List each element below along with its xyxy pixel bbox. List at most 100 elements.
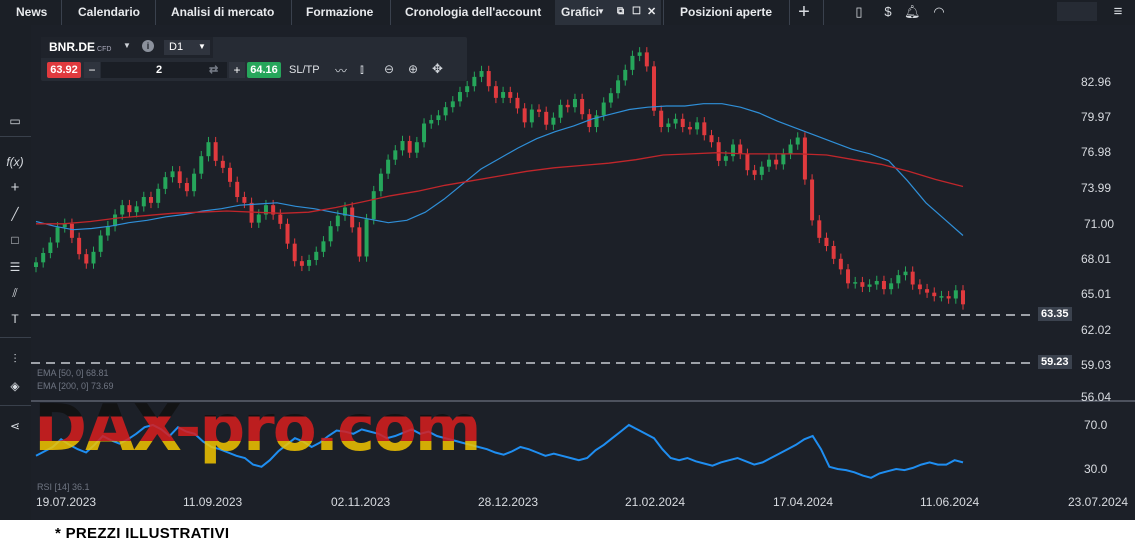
candle-body	[810, 179, 815, 221]
candle-body	[429, 120, 434, 124]
crosshair-icon[interactable]: +	[10, 179, 20, 196]
tab-divider	[390, 0, 391, 25]
candle-body	[450, 101, 455, 108]
tab-news[interactable]: News	[16, 5, 48, 19]
candle-body	[120, 205, 125, 215]
close-icon[interactable]: ✕	[647, 6, 657, 18]
tab-formazione[interactable]: Formazione	[306, 5, 374, 19]
candle-body	[788, 144, 793, 154]
timeframe-select[interactable]: D1 ▼	[164, 40, 210, 55]
symbol-name: BNR.DE	[49, 40, 96, 54]
tab-cronologia[interactable]: Cronologia dell'account	[405, 5, 542, 19]
buy-price-button[interactable]: 64.16	[247, 62, 281, 78]
zoom-in-icon[interactable]: ⊕	[408, 62, 419, 76]
rectangle-icon[interactable]: □	[11, 233, 19, 247]
trendline-icon[interactable]: ╱	[11, 207, 19, 221]
date-tick: 02.11.2023	[331, 495, 391, 509]
decrease-quantity-button[interactable]: −	[84, 62, 100, 78]
trade-panel: BNR.DE CFD ▼ i D1 ▼ 63.92 − 2 ⇄ + 64.16 SL…	[41, 37, 467, 81]
price-tick: 62.02	[1081, 323, 1112, 337]
ema50-legend[interactable]: EMA [50, 0] 68.81	[37, 368, 109, 378]
candle-body	[616, 80, 621, 94]
bell-icon[interactable]: 🔔︎	[904, 4, 921, 19]
candle-body	[220, 160, 225, 168]
candle-body	[508, 92, 513, 98]
zoom-out-icon[interactable]: ⊖	[384, 62, 395, 76]
line-chart-icon[interactable]: 〰	[335, 64, 348, 78]
info-icon[interactable]: i	[142, 40, 154, 52]
candlestick-icon[interactable]: ⫾	[360, 62, 364, 76]
candle-body	[407, 141, 412, 153]
pitchfork-icon[interactable]: ⫽	[12, 286, 18, 300]
quantity-field[interactable]: 2 ⇄	[101, 62, 227, 78]
account-box[interactable]	[1057, 2, 1097, 21]
screen-icon[interactable]: ▭	[9, 114, 21, 128]
layers-icon[interactable]: ◈	[10, 379, 20, 393]
candle-body	[263, 205, 268, 215]
candle-body	[228, 167, 233, 182]
tab-grafici[interactable]: Grafici ▼ ⧉ ☐ ✕	[555, 0, 661, 25]
candle-body	[838, 258, 843, 270]
illustrative-prices-note: * PREZZI ILLUSTRATIVI	[55, 525, 230, 542]
menu-icon[interactable]: ≡	[1113, 3, 1123, 20]
increase-quantity-button[interactable]: +	[229, 62, 245, 78]
candle-body	[127, 205, 132, 213]
popout-icon[interactable]: ⧉	[617, 6, 625, 17]
candle-body	[860, 282, 865, 287]
candle-body	[457, 92, 462, 102]
rsi-legend[interactable]: RSI [14] 36.1	[37, 482, 90, 492]
candle-body	[141, 197, 146, 207]
quantity-value: 2	[156, 64, 163, 76]
price-tick: 71.00	[1084, 217, 1115, 231]
price-tick: 73.99	[1081, 181, 1112, 195]
candle-body	[249, 202, 254, 223]
candle-body	[558, 104, 563, 118]
sltp-button[interactable]: SL/TP	[289, 64, 320, 76]
candle-body	[414, 142, 419, 153]
currency-exchange-icon[interactable]: $	[884, 4, 892, 19]
candle-body	[105, 226, 110, 236]
candle-body	[917, 284, 922, 290]
layout-panel-icon[interactable]: ▯	[855, 4, 863, 19]
ema-200-line	[36, 152, 964, 225]
tab-calendario[interactable]: Calendario	[78, 5, 141, 19]
timeframe-value: D1	[169, 41, 184, 53]
move-icon[interactable]: ✥	[432, 61, 443, 76]
tab-analisi[interactable]: Analisi di mercato	[171, 5, 275, 19]
top-navigation: News Calendario Analisi di mercato Forma…	[0, 0, 1135, 25]
fibonacci-icon[interactable]: ☰	[9, 260, 21, 274]
candle-body	[666, 123, 671, 128]
candle-body	[867, 284, 872, 287]
candle-body	[271, 205, 276, 215]
maximize-icon[interactable]: ☐	[632, 6, 641, 17]
candle-body	[831, 245, 836, 259]
candle-body	[522, 108, 527, 123]
level-label: 63.35	[1038, 307, 1072, 321]
chevron-down-icon[interactable]: ▼	[123, 41, 131, 50]
candle-body	[608, 93, 613, 103]
candle-body	[55, 227, 60, 243]
price-chart[interactable]: 82.96 79.97 76.98 73.99 71.00 68.01 65.0…	[31, 25, 1135, 520]
share-icon[interactable]: ⋖	[9, 419, 21, 433]
candle-body	[695, 122, 700, 130]
sell-price-button[interactable]: 63.92	[47, 62, 81, 78]
candle-body	[436, 115, 441, 121]
candle-body	[946, 296, 951, 299]
symbol-selector[interactable]: BNR.DE CFD	[49, 40, 111, 54]
candle-body	[479, 71, 484, 77]
text-icon[interactable]: T	[11, 312, 19, 326]
add-tab-icon[interactable]: +	[798, 1, 810, 23]
indicators-icon[interactable]: ⫶	[13, 352, 17, 366]
wifi-icon: ◠	[933, 4, 945, 19]
function-icon[interactable]: f(x)	[6, 155, 24, 169]
candle-body	[795, 137, 800, 145]
candle-body	[961, 290, 965, 305]
tab-posizioni-aperte[interactable]: Posizioni aperte	[680, 5, 773, 19]
candle-body	[716, 142, 721, 161]
candle-body	[565, 104, 570, 108]
candle-body	[335, 215, 340, 227]
candle-body	[41, 252, 46, 263]
ema200-legend[interactable]: EMA [200, 0] 73.69	[37, 381, 114, 391]
candle-body	[853, 282, 858, 284]
date-tick: 19.07.2023	[36, 495, 97, 509]
